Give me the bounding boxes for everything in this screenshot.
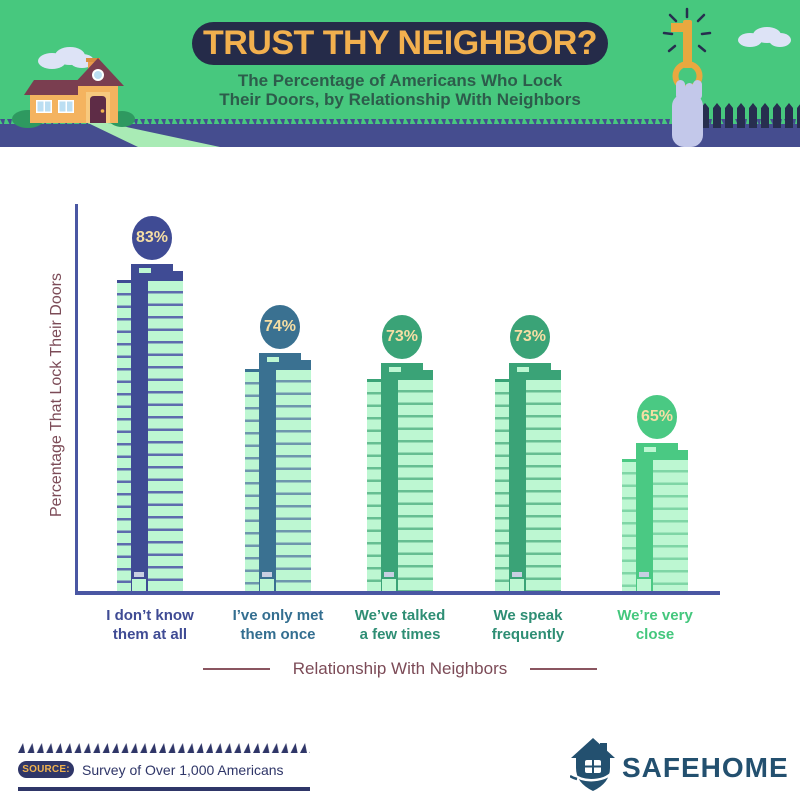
safehome-logo-icon (570, 738, 618, 791)
title-banner: TRUST THY NEIGHBOR? (192, 22, 608, 65)
header: TRUST THY NEIGHBOR? The Percentage of Am… (0, 0, 800, 147)
x-axis-line (75, 591, 720, 595)
building-door (132, 578, 146, 591)
source-badge: SOURCE: (18, 761, 74, 778)
building-door (637, 579, 651, 591)
bar-building: 83% (117, 216, 183, 591)
house-door (90, 96, 106, 123)
hand-with-key-illustration (662, 7, 712, 147)
building-cap (381, 363, 423, 378)
building-door-lintel (262, 571, 272, 577)
building-door-lintel (512, 571, 522, 577)
building-door (382, 578, 396, 591)
building-cap-step (551, 370, 561, 378)
building-door (510, 578, 524, 591)
building-cap (509, 363, 551, 378)
building-tower (509, 376, 526, 591)
footer-divider (18, 787, 310, 791)
value-bubble: 83% (132, 216, 172, 261)
building-left-wing (495, 379, 509, 591)
building-door (260, 578, 274, 591)
value-bubble: 74% (260, 305, 300, 350)
building-cap-step (301, 360, 311, 368)
source-text: Survey of Over 1,000 Americans (82, 762, 284, 778)
key-icon (671, 20, 703, 91)
building-right-wing (276, 367, 311, 591)
value-bubble: 65% (637, 394, 677, 439)
building-tower (131, 277, 148, 591)
bar-building: 74% (245, 305, 311, 591)
building-cap-step (678, 449, 688, 457)
category-label: I don’t know them at all (106, 607, 194, 643)
building-cap-step (423, 370, 433, 378)
building-right-wing (148, 278, 183, 591)
building-right-wing (398, 377, 433, 591)
cloud-icon (738, 27, 791, 47)
x-axis-label-row: Relationship With Neighbors (0, 657, 800, 681)
zigzag-decoration (18, 743, 310, 753)
building-door-lintel (639, 572, 649, 577)
brand-name: SAFEHOME (622, 752, 789, 783)
value-bubble: 73% (510, 315, 550, 360)
cloud-icon (38, 47, 94, 69)
ground-strip (0, 124, 800, 147)
building-cap (131, 264, 173, 279)
building-right-wing (526, 377, 561, 591)
building-door-lintel (134, 571, 144, 577)
house-window (36, 100, 52, 113)
building-left-wing (245, 369, 259, 591)
fence-illustration (700, 102, 800, 128)
grass-zigzag (0, 119, 800, 125)
building-cap (259, 353, 301, 368)
house-illustration (12, 58, 220, 147)
bar-building: 73% (495, 315, 561, 591)
building-cap (636, 442, 678, 457)
page-title: TRUST THY NEIGHBOR? (202, 24, 598, 62)
y-axis-label: Percentage That Lock Their Doors (48, 273, 65, 517)
category-label: We’ve talked a few times (354, 607, 446, 643)
category-label: We speak frequently (491, 607, 565, 643)
building-left-wing (117, 280, 131, 591)
building-door-lintel (384, 571, 394, 577)
building-tower (636, 455, 653, 591)
building-left-wing (367, 379, 381, 591)
value-bubble: 73% (382, 315, 422, 360)
bar-building: 65% (622, 394, 688, 591)
hand (672, 80, 703, 147)
x-axis-label: Relationship With Neighbors (292, 659, 508, 678)
building-right-wing (653, 456, 688, 591)
building-tower (259, 366, 276, 591)
sparkle-icon (662, 7, 712, 53)
house-window (58, 100, 74, 113)
xlabel-right-rule (530, 668, 598, 670)
building-tower (381, 376, 398, 591)
bar-building: 73% (367, 315, 433, 591)
building-cap-step (173, 271, 183, 279)
xlabel-left-rule (202, 668, 270, 670)
category-label: We’re very close (617, 607, 693, 643)
building-left-wing (622, 458, 636, 591)
category-label: I’ve only met them once (232, 607, 324, 643)
y-axis-line (75, 204, 78, 595)
page-subtitle: The Percentage of Americans Who Lock The… (219, 71, 581, 109)
